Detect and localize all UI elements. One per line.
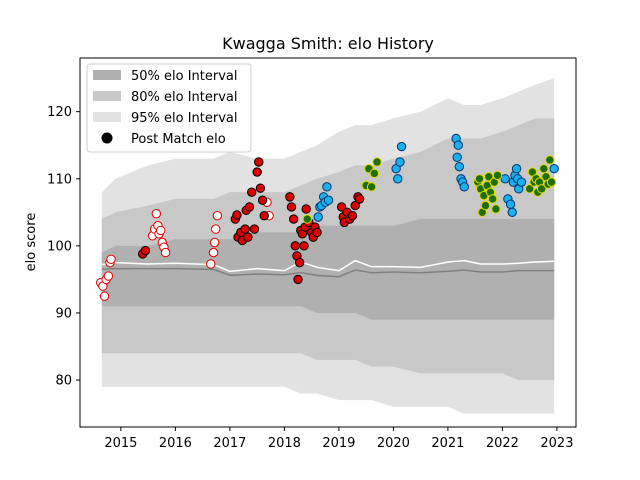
post-match-point-red — [244, 202, 255, 212]
legend-label-post-match: Post Match elo — [131, 132, 226, 147]
legend-box — [86, 63, 252, 153]
post-match-point-red — [312, 227, 322, 238]
x-tick-label: 2020 — [377, 436, 410, 451]
post-match-point-blue — [549, 164, 559, 174]
x-tick-label: 2021 — [431, 436, 464, 451]
post-match-point-green — [480, 200, 491, 211]
y-tick-label: 100 — [47, 239, 72, 254]
median-elo-line — [101, 267, 555, 278]
post-match-point-white — [212, 210, 223, 221]
post-match-point-green — [539, 164, 549, 174]
y-tick-label: 90 — [55, 306, 72, 321]
post-match-point-red — [294, 257, 305, 268]
x-tick-label: 2016 — [159, 436, 192, 451]
legend-swatch-50 — [93, 70, 121, 80]
y-tick-label: 80 — [55, 374, 72, 389]
y-axis-label: elo score — [24, 213, 39, 272]
x-tick-label: 2022 — [486, 436, 519, 451]
y-tick-label: 110 — [47, 172, 72, 187]
post-match-point-red — [350, 200, 360, 211]
legend: 50% elo Interval 80% elo Interval 95% el… — [86, 63, 252, 153]
post-match-point-blue — [452, 152, 462, 162]
plot-area — [96, 78, 559, 414]
post-match-point-green — [372, 157, 382, 167]
post-match-point-red — [240, 224, 250, 234]
post-match-point-red — [246, 187, 257, 197]
x-tick-label: 2017 — [213, 436, 246, 451]
post-match-point-white — [206, 259, 216, 269]
post-match-point-red — [286, 202, 297, 212]
post-match-point-blue — [396, 141, 407, 152]
post-match-point-red — [301, 204, 311, 214]
legend-label-95: 95% elo Interval — [131, 111, 238, 126]
y-axis-ticks: 80 90 100 110 120 — [47, 105, 80, 389]
post-match-point-blue — [500, 174, 510, 184]
post-match-point-white — [155, 225, 166, 236]
post-match-point-white — [208, 247, 219, 258]
post-match-point-green — [545, 155, 555, 165]
axes-frame — [79, 57, 577, 428]
mean-elo-line — [101, 259, 555, 273]
post-match-point-red — [293, 274, 303, 285]
post-match-point-white — [99, 291, 110, 301]
post-match-point-red — [252, 167, 262, 177]
legend-label-80: 80% elo Interval — [131, 90, 238, 105]
post-match-point-green — [524, 184, 535, 194]
chart-title: Kwagga Smith: elo History — [222, 34, 434, 53]
legend-label-50: 50% elo Interval — [131, 69, 238, 84]
post-match-point-white — [211, 224, 221, 234]
x-tick-label: 2019 — [322, 436, 355, 451]
post-match-point-red — [254, 157, 264, 167]
x-tick-label: 2023 — [540, 436, 573, 451]
post-match-point-green — [546, 177, 557, 187]
post-match-point-green — [492, 170, 503, 181]
legend-swatch-80 — [93, 91, 121, 101]
post-match-point-green — [369, 168, 380, 179]
x-tick-label: 2015 — [104, 436, 137, 451]
post-match-point-white — [209, 237, 220, 248]
post-match-point-red — [285, 192, 295, 202]
post-match-point-blue — [313, 212, 323, 222]
post-match-point-green — [302, 214, 312, 224]
legend-swatch-95 — [93, 112, 121, 122]
post-match-point-red — [259, 210, 269, 221]
x-tick-label: 2018 — [268, 436, 301, 451]
post-match-point-blue — [393, 174, 403, 184]
post-match-point-green — [487, 194, 498, 204]
post-match-point-blue — [459, 182, 469, 192]
x-axis-ticks: 2015 2016 2017 2018 2019 2020 2021 2022 2023 — [104, 427, 573, 451]
post-match-point-green — [491, 204, 501, 214]
post-match-point-blue — [322, 182, 332, 192]
post-match-point-red — [347, 210, 358, 221]
post-match-point-blue — [516, 177, 527, 187]
post-match-point-red — [232, 210, 242, 220]
post-match-point-green — [366, 182, 377, 192]
post-match-point-white — [103, 271, 114, 281]
post-match-point-red — [249, 224, 260, 234]
post-match-point-green — [474, 174, 485, 184]
post-match-point-blue — [453, 140, 463, 150]
post-match-point-blue — [511, 164, 522, 174]
post-match-point-blue — [395, 157, 405, 167]
post-match-point-red — [257, 195, 268, 205]
post-match-point-blue — [323, 195, 334, 205]
post-match-point-green — [536, 184, 547, 194]
post-match-points — [96, 133, 559, 301]
post-match-point-white — [106, 254, 116, 264]
post-match-point-red — [299, 241, 309, 251]
post-match-point-blue — [507, 207, 517, 218]
post-match-point-red — [354, 194, 365, 204]
post-match-point-white — [160, 247, 171, 258]
post-match-point-red — [243, 232, 253, 242]
post-match-point-blue — [454, 161, 465, 172]
post-match-point-red — [255, 183, 266, 193]
post-match-point-red — [290, 241, 300, 251]
post-match-point-white — [151, 208, 162, 219]
y-tick-label: 120 — [47, 105, 72, 120]
post-match-point-red — [288, 214, 299, 224]
legend-marker-post-match — [101, 132, 113, 144]
post-match-point-blue — [505, 199, 516, 209]
post-match-point-red — [140, 245, 151, 256]
